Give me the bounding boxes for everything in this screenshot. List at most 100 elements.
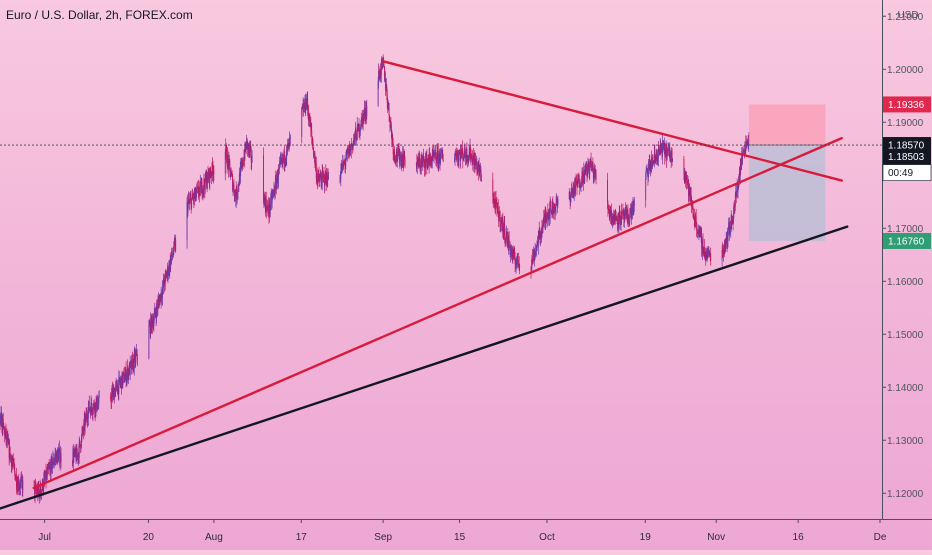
candle xyxy=(302,103,303,116)
price-tick-label: 1.12000 xyxy=(887,489,924,500)
candle-body xyxy=(362,117,363,118)
candle xyxy=(137,354,138,366)
candle-body xyxy=(629,214,630,222)
candle xyxy=(170,255,171,272)
candle-body xyxy=(311,130,312,136)
price-tick-label: 1.13000 xyxy=(887,436,924,447)
candle xyxy=(557,196,558,208)
price-tick-label: 1.20000 xyxy=(887,65,924,76)
time-tick-label: Jul xyxy=(38,532,51,543)
candle xyxy=(361,113,362,129)
candle-body xyxy=(710,259,711,260)
candle xyxy=(252,150,253,163)
candle xyxy=(596,169,597,184)
candle xyxy=(519,264,520,274)
candle xyxy=(496,191,497,209)
candle xyxy=(481,174,482,182)
candle-body xyxy=(191,199,192,209)
candle-body xyxy=(213,172,214,174)
candle-body xyxy=(648,167,649,178)
candle-body xyxy=(607,203,608,209)
candles-layer xyxy=(0,54,749,509)
candle xyxy=(52,464,53,474)
candle-body xyxy=(686,177,687,182)
price-tag-text: 1.18503 xyxy=(888,152,925,163)
candle xyxy=(99,390,100,398)
candle xyxy=(686,171,687,189)
time-tick-label: Sep xyxy=(374,532,392,543)
candle xyxy=(385,71,386,96)
candle-body xyxy=(504,224,505,240)
price-tag-target: 1.19336 xyxy=(883,96,931,112)
candle-body xyxy=(672,159,673,162)
time-tick-label: Nov xyxy=(707,532,725,543)
candle xyxy=(443,154,444,162)
candle xyxy=(61,448,62,469)
candle-body xyxy=(634,200,635,206)
candle xyxy=(471,157,472,165)
symbol-title: Euro / U.S. Dollar, 2h, FOREX.com xyxy=(6,8,193,22)
candle xyxy=(263,147,264,204)
candle xyxy=(504,216,505,243)
candle-body xyxy=(233,185,234,193)
trendlines-layer[interactable] xyxy=(0,61,847,512)
candle-body xyxy=(252,155,253,162)
price-tick-label: 1.16000 xyxy=(887,277,924,288)
candle xyxy=(671,147,672,168)
candle xyxy=(175,235,176,253)
candle-body xyxy=(405,159,406,165)
candle-body xyxy=(328,178,329,179)
candle xyxy=(622,209,623,219)
candle-body xyxy=(22,480,23,490)
time-tick-label: 15 xyxy=(454,532,466,543)
candle-body xyxy=(137,357,138,358)
candle-body xyxy=(541,232,542,236)
candle xyxy=(328,172,329,179)
candle-body xyxy=(519,265,520,267)
candle-body xyxy=(551,206,552,210)
candle-body xyxy=(290,137,291,139)
price-tick-label: 1.19000 xyxy=(887,118,924,129)
price-axis[interactable]: 1.210001.200001.190001.180001.170001.160… xyxy=(882,12,924,500)
candle-body xyxy=(443,159,444,162)
candle xyxy=(607,200,608,216)
candle xyxy=(313,139,314,148)
candle xyxy=(440,149,441,159)
candle xyxy=(662,135,663,165)
candle xyxy=(351,138,352,158)
candle-body xyxy=(263,155,264,201)
candle-body xyxy=(80,441,81,445)
price-tag-text: 00:49 xyxy=(888,168,913,179)
candle-body xyxy=(60,460,61,464)
candle-body xyxy=(279,164,280,169)
candle-body xyxy=(97,397,98,409)
candle xyxy=(290,134,291,146)
candle-body xyxy=(582,172,583,183)
price-tag-stop: 1.16760 xyxy=(883,233,931,249)
candle-body xyxy=(61,453,62,462)
price-tag-bar-countdown: 00:49 xyxy=(883,165,931,181)
time-tick-label: 19 xyxy=(640,532,652,543)
time-tick-label: 16 xyxy=(793,532,805,543)
candle-body xyxy=(201,185,202,193)
candle-body xyxy=(458,154,459,160)
candle xyxy=(366,100,367,120)
candle-body xyxy=(270,196,271,207)
candle xyxy=(279,156,280,173)
candle xyxy=(117,380,118,390)
time-axis[interactable]: 15Jul20Aug17Sep15Oct19Nov16De xyxy=(0,519,887,543)
candle-body xyxy=(154,313,155,320)
candle-body xyxy=(683,159,684,174)
candle-body xyxy=(509,239,510,245)
time-tick-label: 20 xyxy=(143,532,155,543)
candle-body xyxy=(124,380,125,382)
candle xyxy=(130,356,131,380)
candle-body xyxy=(499,216,500,221)
candle-body xyxy=(734,204,735,213)
candle xyxy=(646,166,647,180)
candle-body xyxy=(157,301,158,309)
candle-body xyxy=(229,161,230,168)
candle-body xyxy=(175,240,176,249)
